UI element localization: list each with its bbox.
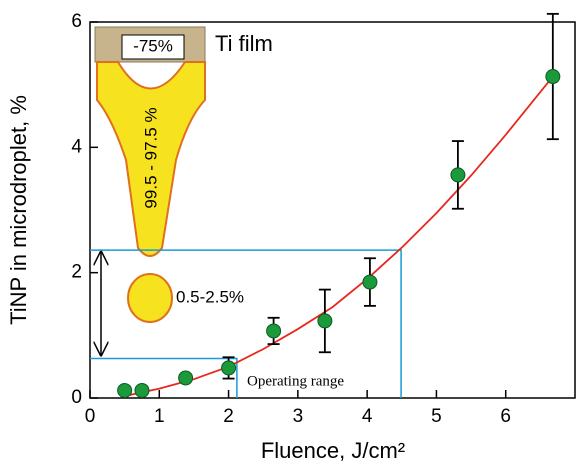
x-axis-label: Fluence, J/cm² [261,438,405,463]
point [266,323,282,339]
point [178,370,194,386]
point [221,360,237,376]
reference-line [90,357,238,398]
point [362,274,378,290]
y-tick-label: 6 [71,11,82,32]
x-tick-label: 6 [500,406,511,427]
y-tick-label: 4 [71,136,82,157]
annotation: -75% [133,36,173,55]
y-tick-label: 2 [71,262,82,283]
x-tick-label: 4 [362,406,373,427]
point [134,382,150,398]
fit-line [124,75,554,397]
x-tick-label: 3 [293,406,304,427]
x-tick-label: 0 [85,406,96,427]
y-axis-label: TiNP in microdroplet, % [6,95,31,325]
annotation: Operating range [247,373,344,389]
annotation: 99.5 - 97.5 % [141,107,160,208]
droplet [127,273,173,323]
plot-frame [89,21,576,399]
label-box [121,34,185,60]
y-tick-label: 0 [71,387,82,408]
x-tick-label: 2 [223,406,234,427]
annotation: 0.5-2.5% [176,287,244,306]
point [117,382,133,398]
reference-line [90,249,402,398]
x-tick-label: 1 [154,406,165,427]
droplet-cone [96,61,206,257]
x-tick-label: 5 [431,406,442,427]
point [450,167,466,183]
point [317,313,333,329]
annotation: Ti film [215,31,273,56]
point [545,69,561,85]
